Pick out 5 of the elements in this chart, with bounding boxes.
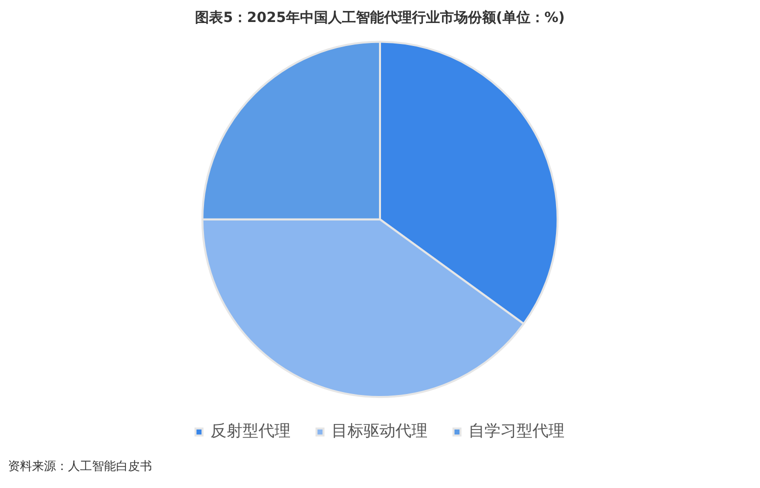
legend-label: 目标驱动代理 [332, 421, 428, 440]
text: 资料来源：人工智能白皮书 [8, 458, 152, 475]
legend-label: 自学习型代理 [468, 421, 564, 440]
legend-label: 反射型代理 [210, 421, 290, 440]
chart-title: 图表5：2025年中国人工智能代理行业市场份额(单位：%) [195, 9, 565, 26]
